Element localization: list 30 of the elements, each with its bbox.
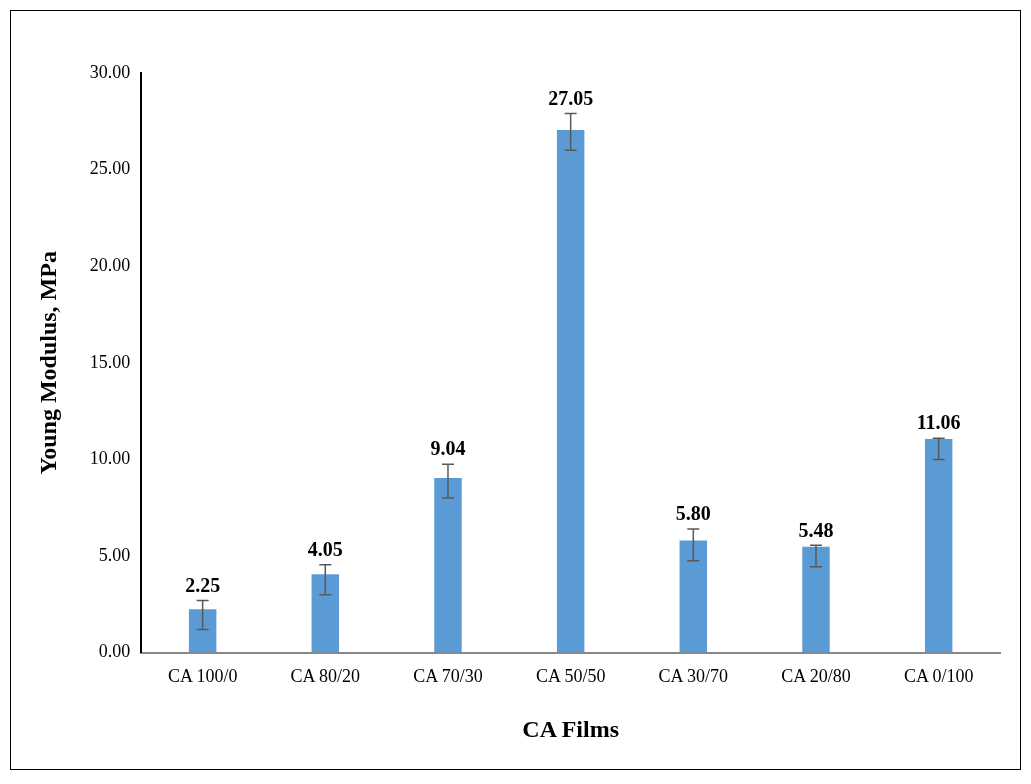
data-label: 5.80: [675, 502, 711, 525]
x-tick-label: CA 100/0: [167, 666, 238, 687]
x-tick-label: CA 80/20: [290, 666, 361, 687]
x-tick-label: CA 70/30: [413, 666, 483, 687]
bar: [188, 609, 217, 653]
y-tick-label: 25.00: [89, 158, 131, 179]
bar: [924, 438, 953, 653]
y-tick-label: 0.00: [98, 641, 131, 662]
bar: [311, 574, 340, 653]
data-label: 11.06: [916, 411, 961, 434]
y-tick-label: 10.00: [89, 448, 131, 469]
bar: [556, 129, 585, 653]
data-label: 5.48: [798, 518, 834, 541]
bar: [679, 540, 708, 653]
y-tick-label: 20.00: [89, 254, 131, 275]
y-axis-title: Young Modulus, MPa: [34, 251, 61, 475]
x-tick-label: CA 0/100: [903, 666, 974, 687]
y-tick-label: 5.00: [98, 544, 131, 565]
x-axis-title: CA Films: [522, 715, 619, 742]
data-label: 9.04: [430, 437, 466, 460]
y-tick-label: 15.00: [89, 351, 131, 372]
bar: [434, 477, 462, 653]
data-label: 27.05: [548, 86, 594, 109]
x-tick-label: CA 20/80: [781, 666, 851, 687]
data-label: 2.25: [185, 573, 221, 596]
data-label: 4.05: [307, 537, 343, 560]
x-tick-label: CA 50/50: [535, 666, 606, 687]
bar: [802, 546, 830, 653]
y-tick-label: 30.00: [89, 61, 131, 82]
x-tick-label: CA 30/70: [658, 666, 729, 687]
